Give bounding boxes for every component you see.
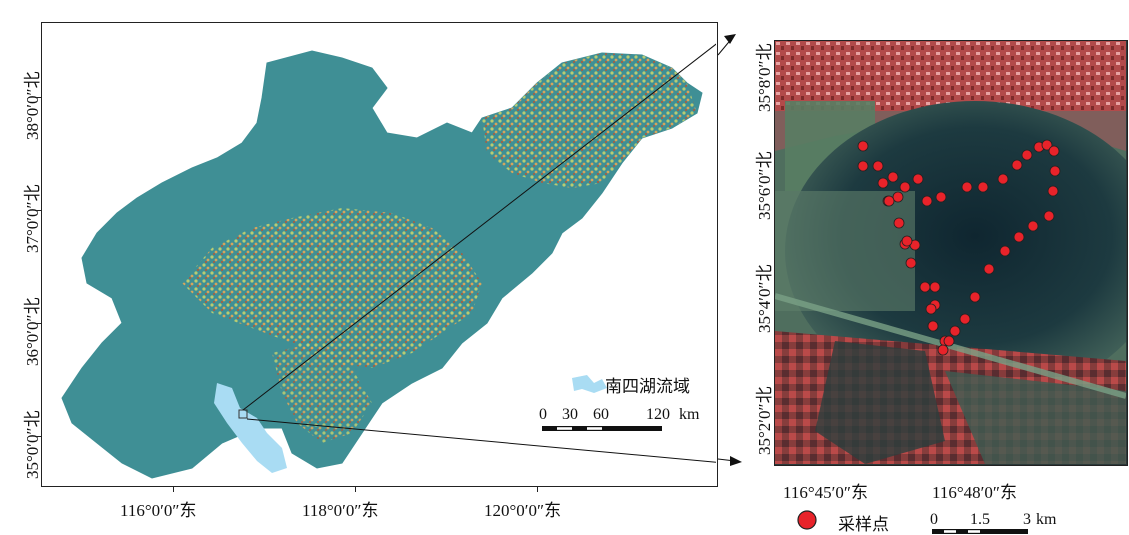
sampling-point — [892, 191, 904, 203]
study-area-map-frame — [774, 40, 1128, 466]
right-scale-label-0: 0 — [930, 511, 938, 528]
urban-area — [775, 41, 1126, 111]
sampling-point — [1011, 159, 1023, 171]
right-scale-unit: km — [1036, 511, 1057, 528]
sampling-point — [935, 191, 947, 203]
right-y-tick-356: 35°6′0″北 — [755, 151, 774, 220]
sampling-point — [997, 173, 1009, 185]
sampling-point — [999, 245, 1011, 257]
sampling-point — [883, 195, 895, 207]
left-x-tick-120: 120°0′0″东 — [484, 501, 562, 520]
sampling-point — [1047, 185, 1059, 197]
scale-label-30: 30 — [562, 406, 578, 423]
right-y-tick-358: 35°8′0″北 — [755, 43, 774, 112]
right-y-tick-352: 35°2′0″北 — [755, 386, 774, 455]
sampling-point — [977, 181, 989, 193]
province-map — [61, 43, 716, 479]
scale-label-120: 120 — [646, 406, 670, 423]
scale-label-60: 60 — [593, 406, 609, 423]
basin-legend-label: 南四湖流域 — [605, 377, 690, 397]
sampling-point — [969, 291, 981, 303]
study-area-image — [775, 41, 1126, 464]
right-y-tick-354: 35°4′0″北 — [755, 264, 774, 333]
right-scale-bar — [932, 529, 1028, 534]
nansi-basin — [214, 383, 287, 473]
sampling-point — [921, 195, 933, 207]
sampling-point — [925, 303, 937, 315]
sampling-point — [887, 171, 899, 183]
relief-area-central — [182, 208, 482, 368]
sampling-point — [949, 325, 961, 337]
sample-point-legend-icon — [797, 510, 817, 530]
left-x-tick-118: 118°0′0″东 — [302, 501, 379, 520]
sampling-point — [899, 181, 911, 193]
sampling-point — [983, 263, 995, 275]
sampling-point — [1043, 210, 1055, 222]
sampling-point — [905, 257, 917, 269]
sampling-point — [857, 160, 869, 172]
sampling-point — [1021, 149, 1033, 161]
province-map-frame: 南四湖流域 0 30 60 120 km — [41, 22, 718, 487]
sampling-point — [901, 235, 913, 247]
scale-bar — [542, 426, 662, 431]
right-x-tick-4800: 116°48′0″东 — [932, 483, 1017, 502]
relief-area-east — [482, 53, 697, 188]
sampling-point — [943, 335, 955, 347]
scale-unit: km — [679, 406, 700, 423]
scale-label-0: 0 — [539, 406, 547, 423]
left-x-tick-116: 116°0′0″东 — [120, 501, 197, 520]
sampling-point — [961, 181, 973, 193]
basin-legend-swatch — [572, 375, 607, 393]
sampling-point — [929, 281, 941, 293]
sampling-points — [857, 139, 1061, 356]
sample-point-legend-label: 采样点 — [838, 515, 889, 535]
sampling-point — [937, 344, 949, 356]
sampling-point — [1041, 139, 1053, 151]
right-x-tick-4545: 116°45′0″东 — [783, 483, 868, 502]
sampling-point — [927, 320, 939, 332]
right-scale-label-1-5: 1.5 — [970, 511, 990, 528]
sampling-point — [1027, 220, 1039, 232]
sampling-point — [857, 140, 869, 152]
sampling-point — [1049, 165, 1061, 177]
sampling-point — [912, 173, 924, 185]
sampling-point — [919, 281, 931, 293]
sampling-point — [872, 160, 884, 172]
right-scale-label-3: 3 — [1023, 511, 1031, 528]
sampling-point — [893, 217, 905, 229]
sampling-point — [877, 177, 889, 189]
sampling-point — [1048, 145, 1060, 157]
sampling-point — [959, 313, 971, 325]
sampling-point — [1013, 231, 1025, 243]
